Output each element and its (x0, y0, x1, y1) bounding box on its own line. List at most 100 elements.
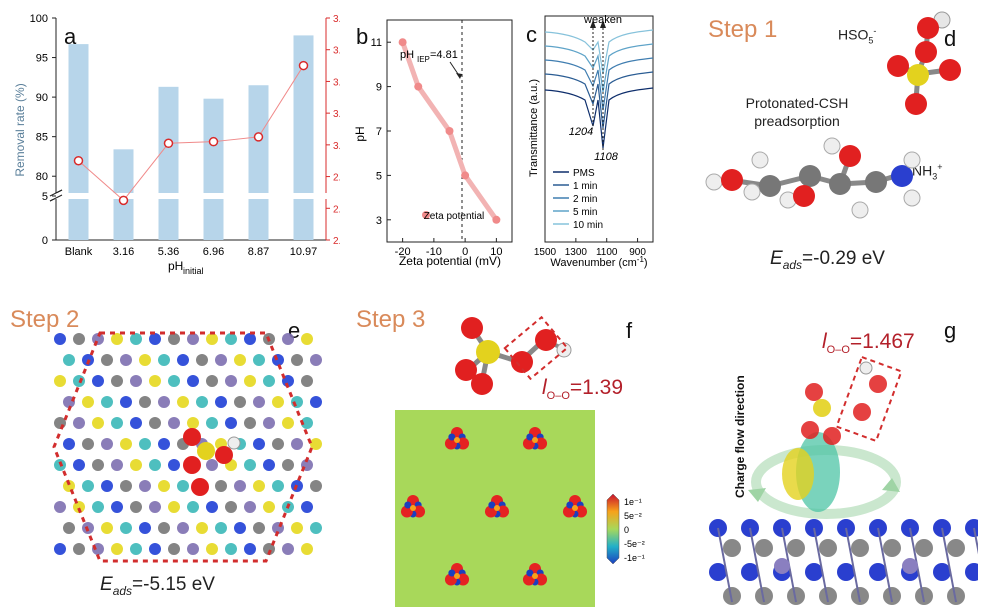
panel-e-atom (282, 459, 294, 471)
panel-c-frame (544, 15, 654, 243)
panel-e-atom (73, 501, 85, 513)
panel-e-atom (130, 543, 142, 555)
panel-f-blob-blue (566, 501, 574, 509)
panel-c-chart: weaken 1204 1108 PMS 1 min 2 min 5 min 10 mi… (528, 14, 654, 269)
panel-a-left-tick: 90 (36, 92, 48, 104)
panel-f-blob-blue (448, 433, 456, 441)
panel-a-xlabel-main: pH (168, 259, 183, 273)
panel-e-atom (263, 375, 275, 387)
panel-e-atom (101, 354, 113, 366)
panel-e-atom (73, 459, 85, 471)
panel-e-hexagon-outline (52, 331, 314, 563)
panel-a-right-tick: 2.7 (333, 204, 340, 215)
panel-e-atom (101, 438, 113, 450)
panel-b-point (445, 127, 454, 135)
panel-a-right-tick: 2.9 (333, 173, 340, 184)
panel-c-weaken: weaken (583, 14, 622, 26)
panel-b-point (414, 82, 423, 91)
panel-e-atom (177, 396, 189, 408)
panel-g-atom (741, 563, 759, 581)
panel-e-atom (73, 543, 85, 555)
panel-e-atom (310, 438, 322, 450)
panel-e-atom (73, 417, 85, 429)
panel-e-atom (120, 438, 132, 450)
panel-e-atom (253, 354, 265, 366)
panel-f-blob-red (444, 437, 457, 450)
panel-c-spectrum (544, 71, 654, 129)
panel-c-x-tick: 900 (629, 247, 646, 258)
panel-f-blob-center (454, 573, 460, 579)
panel-e-atom (206, 375, 218, 387)
panel-e-atom (92, 501, 104, 513)
panel-g-atom (851, 587, 869, 605)
panel-f-letter: f (626, 318, 633, 343)
panel-f-blob-blue (526, 433, 534, 441)
panel-e-atom (282, 333, 294, 345)
panel-a-ph-line (78, 65, 304, 202)
panel-b-ylabel: pH (353, 126, 367, 141)
panel-b-point (398, 38, 407, 47)
panel-g-atom (915, 539, 933, 557)
panel-e-atom (253, 522, 265, 534)
panel-g-atom (787, 539, 805, 557)
panel-a-ph-point (208, 136, 219, 147)
panel-a-x-tick: 3.16 (113, 246, 134, 258)
panel-e-atom (301, 333, 313, 345)
panel-e-atom (244, 459, 256, 471)
panel-e-atom (301, 543, 313, 555)
panel-f-blob-red (444, 573, 457, 586)
panel-a-bar (293, 35, 314, 240)
panel-g-atom (819, 587, 837, 605)
panel-a-left-tick: 100 (30, 13, 48, 25)
panel-g-atom (723, 539, 741, 557)
panel-f-blob-red (562, 505, 575, 518)
panel-e-atom (149, 501, 161, 513)
panel-e-atom (101, 480, 113, 492)
panel-c-spectrum (544, 43, 654, 93)
panel-e-atom (120, 522, 132, 534)
panel-e-structure (52, 331, 322, 563)
panel-e-atom (310, 522, 322, 534)
panel-b-annot-sub: IEP (417, 55, 430, 64)
panel-c-legend-item: 2 min (573, 194, 597, 205)
panel-e-atom (168, 375, 180, 387)
panel-e-atom (244, 501, 256, 513)
panel-a-right-tick: 3.1 (333, 141, 340, 152)
panel-e-atom (206, 543, 218, 555)
panel-e-atom (244, 543, 256, 555)
panel-e-atom (139, 480, 151, 492)
panel-e-atom (206, 417, 218, 429)
panel-e-atom (73, 333, 85, 345)
panel-d-letter: d (944, 26, 957, 51)
panel-e-atom (63, 438, 75, 450)
panel-e-atom (196, 396, 208, 408)
panel-e-atom (310, 480, 322, 492)
panel-a-right-tick: 3.3 (333, 109, 340, 120)
panel-b-legend-marker (422, 211, 430, 219)
panel-e-atom (168, 543, 180, 555)
panel-f-colorbar-tick: -5e⁻² (624, 539, 645, 549)
panel-f-blob-blue (488, 501, 496, 509)
panel-a-right-tick: 2.5 (333, 236, 340, 247)
panel-d-step: Step 1 (708, 16, 778, 43)
panel-e-atom (272, 438, 284, 450)
panel-e-atom (149, 333, 161, 345)
panel-b-y-tick: 11 (371, 37, 382, 49)
panel-g-atom (787, 587, 805, 605)
panel-g-atom (755, 539, 773, 557)
panel-e-atom (234, 480, 246, 492)
panel-e-atom (187, 375, 199, 387)
panel-e-atom (291, 522, 303, 534)
panel-b-letter: b (356, 24, 369, 49)
panel-e-atom (187, 501, 199, 513)
panel-a-left-tick: 85 (36, 132, 48, 144)
panel-e-atom (120, 396, 132, 408)
panel-e-atom (225, 375, 237, 387)
panel-e-atom (158, 396, 170, 408)
panel-e-atom (177, 522, 189, 534)
panel-a-xlabel-sub: initial (183, 266, 204, 276)
panel-d-hso5: HSO5- (838, 26, 877, 46)
panel-f-colorbar-tick: 5e⁻² (624, 511, 642, 521)
panel-b-annot-main: pH (400, 49, 414, 61)
panel-e-atom (139, 438, 151, 450)
